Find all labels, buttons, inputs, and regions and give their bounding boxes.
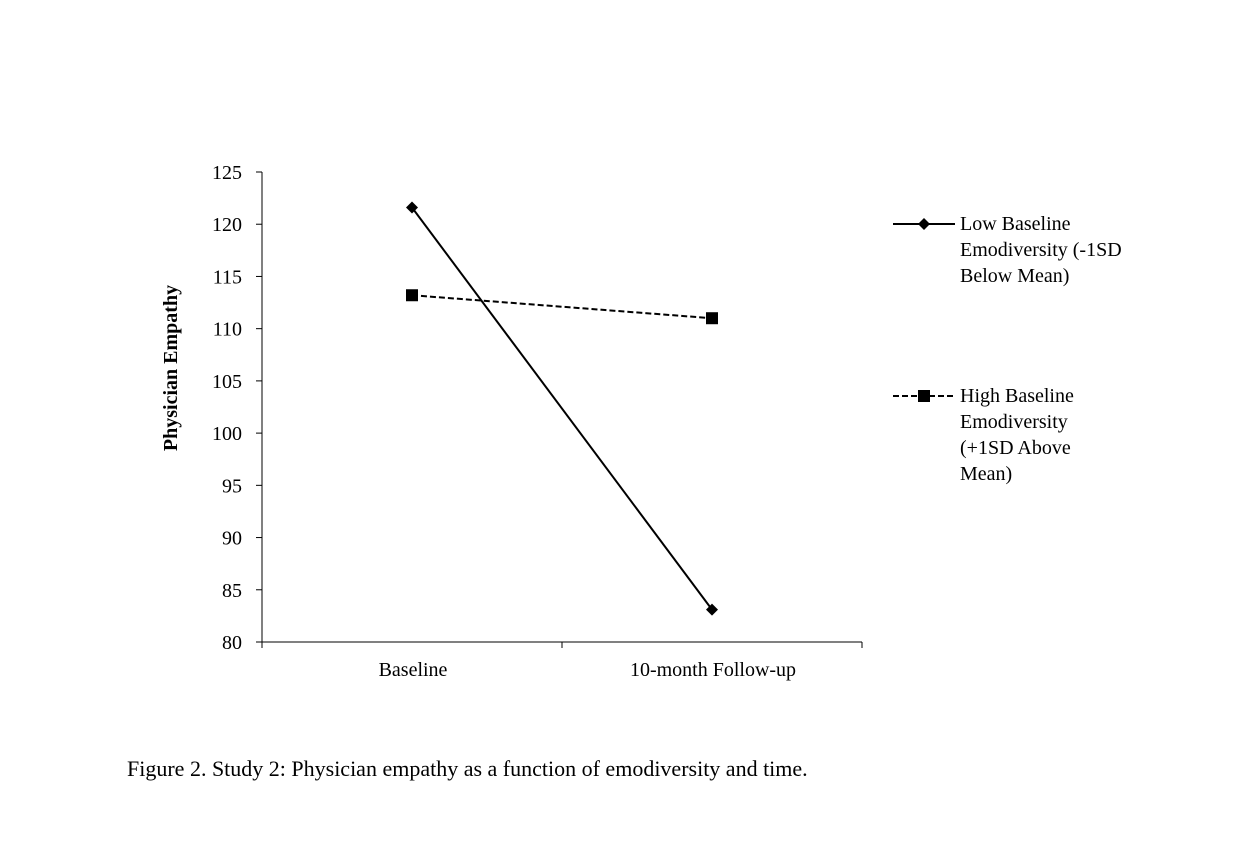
y-tick-label: 85 <box>222 580 242 602</box>
legend-line: (+1SD Above <box>960 437 1071 459</box>
data-point-square <box>706 312 718 325</box>
legend-label-low: Low Baseline Emodiversity (-1SD Below Me… <box>960 211 1160 289</box>
y-tick-label: 100 <box>212 423 242 445</box>
y-tick-label: 105 <box>212 371 242 393</box>
legend-line: Below Mean) <box>960 265 1070 287</box>
y-tick-label: 110 <box>213 319 242 341</box>
data-point-square <box>406 289 418 302</box>
legend-line: Mean) <box>960 463 1013 485</box>
figure-caption: Figure 2. Study 2: Physician empathy as … <box>127 756 808 781</box>
data-point-diamond <box>406 201 418 214</box>
y-axis-label: Physician Empathy <box>160 285 182 451</box>
y-tick-label: 80 <box>222 632 242 654</box>
series-line-1 <box>411 294 713 320</box>
legend-swatch-low <box>893 218 955 230</box>
legend-line: Emodiversity (-1SD <box>960 239 1122 261</box>
x-tick-label: 10-month Follow-up <box>630 659 796 681</box>
y-tick-label: 95 <box>222 475 242 497</box>
legend-line: Low Baseline <box>960 213 1071 235</box>
x-tick-label: Baseline <box>379 659 448 681</box>
legend-line: Emodiversity <box>960 411 1068 433</box>
y-tick-labels: 80 85 90 95 100 105 110 115 120 125 <box>212 162 242 654</box>
data-point-diamond <box>706 603 718 616</box>
legend-label-high: High Baseline Emodiversity (+1SD Above M… <box>960 383 1160 487</box>
y-tick-label: 90 <box>222 528 242 550</box>
axes <box>256 171 863 648</box>
series-line-0 <box>411 206 713 611</box>
legend-line: High Baseline <box>960 385 1074 407</box>
legend-swatch-high <box>893 390 955 402</box>
y-tick-label: 120 <box>212 214 242 236</box>
y-tick-label: 115 <box>213 266 242 288</box>
y-tick-label: 125 <box>212 162 242 184</box>
x-tick-labels: Baseline 10-month Follow-up <box>379 659 797 681</box>
series-group <box>406 201 718 616</box>
